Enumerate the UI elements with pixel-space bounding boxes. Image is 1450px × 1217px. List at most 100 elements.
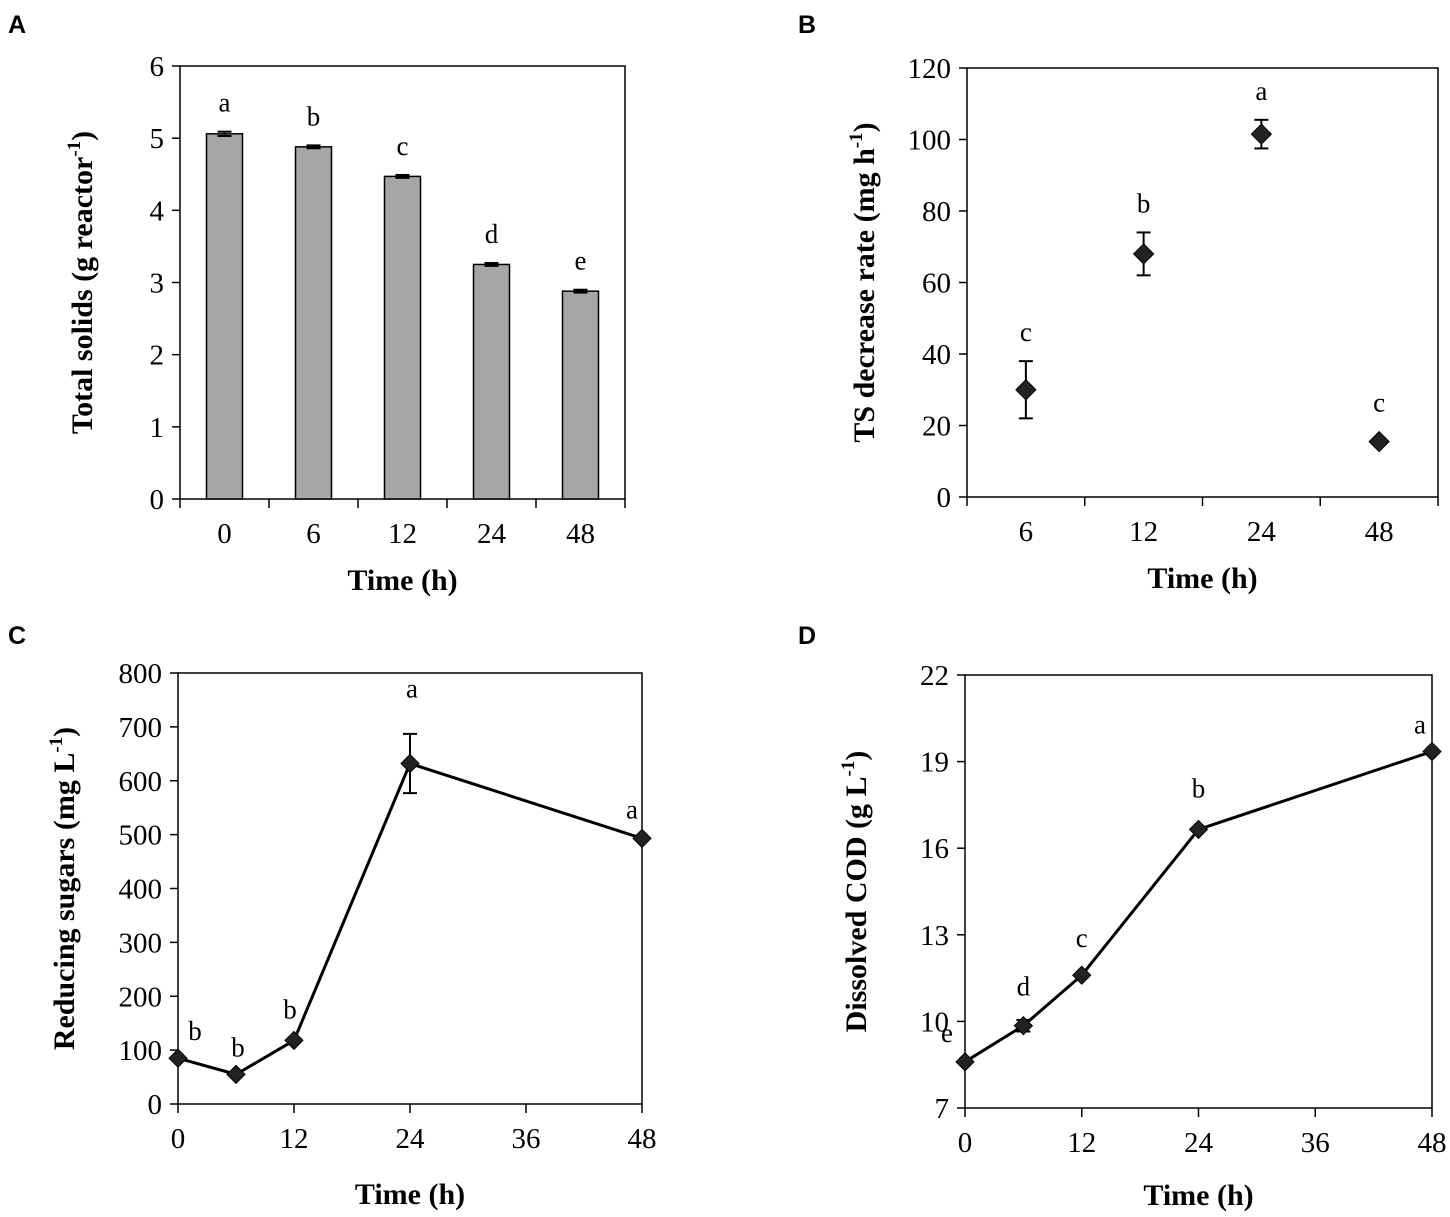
data-point <box>632 828 652 849</box>
x-axis-title: Time (h) <box>1147 562 1257 595</box>
x-tick-label: 24 <box>477 518 507 550</box>
y-axis-title-end: ) <box>66 131 99 141</box>
data-point <box>955 1052 975 1072</box>
x-tick-label: 24 <box>1184 1127 1214 1159</box>
y-tick-label: 800 <box>119 658 163 690</box>
x-tick-label: 36 <box>1301 1127 1330 1159</box>
significance-letter: b <box>188 1016 202 1046</box>
y-axis-title-superscript: -1 <box>64 141 85 157</box>
y-tick-label: 4 <box>150 195 165 227</box>
y-tick-label: 5 <box>150 123 165 155</box>
x-tick-label: 12 <box>1129 516 1158 548</box>
x-axis-title: Time (h) <box>347 564 457 597</box>
significance-letter: c <box>1020 317 1032 347</box>
data-point <box>226 1064 246 1085</box>
significance-letter: b <box>1137 188 1151 218</box>
y-tick-label: 6 <box>150 51 165 83</box>
data-point <box>1368 430 1390 453</box>
panel-letter-a: A <box>8 11 26 39</box>
panel-d: D 7 10 13 16 19 22 0 12 24 36 48 e d c b a Time (h) Dis… <box>798 622 1447 1212</box>
significance-letter: c <box>1076 923 1088 953</box>
y-tick-label: 0 <box>937 482 952 514</box>
y-tick-label: 13 <box>920 920 949 952</box>
x-tick-label: 24 <box>1247 516 1277 548</box>
significance-letter: b <box>1192 773 1206 803</box>
x-tick-label: 48 <box>1365 516 1394 548</box>
y-axis-title-main: Total solids (g reactor <box>66 157 99 435</box>
bar <box>561 290 600 500</box>
y-tick-label: 600 <box>119 766 163 798</box>
bar <box>383 175 422 500</box>
y-tick-label: 10 <box>920 1006 949 1038</box>
x-tick-label: 12 <box>388 518 417 550</box>
x-tick-label: 24 <box>396 1123 426 1155</box>
y-tick-label: 400 <box>119 874 163 906</box>
y-tick-label: 100 <box>908 125 952 157</box>
bar <box>472 263 511 500</box>
significance-letter: a <box>1255 76 1267 106</box>
y-axis-title-main: Dissolved COD (g L <box>840 776 873 1032</box>
x-axis-title: Time (h) <box>355 1178 465 1211</box>
panel-letter-c: C <box>8 622 26 650</box>
y-axis-title-main: Reducing sugars (mg L <box>48 753 81 1051</box>
significance-letter: d <box>1017 972 1031 1002</box>
significance-letter: a <box>219 88 231 118</box>
y-tick-label: 80 <box>922 196 951 228</box>
y-tick-label: 500 <box>119 820 163 852</box>
y-axis-title: TS decrease rate (mg h-1) <box>846 122 881 442</box>
y-axis-title-superscript: -1 <box>46 737 67 753</box>
significance-letter: b <box>283 994 297 1024</box>
y-tick-label: 120 <box>908 53 952 85</box>
y-tick-label: 3 <box>150 268 165 300</box>
x-tick-label: 12 <box>280 1123 309 1155</box>
y-tick-label: 100 <box>119 1035 163 1067</box>
y-tick-label: 0 <box>148 1089 163 1121</box>
y-axis-title: Reducing sugars (mg L-1) <box>46 727 81 1050</box>
y-tick-label: 19 <box>920 747 949 779</box>
significance-letter: a <box>406 674 418 704</box>
data-point <box>400 753 420 774</box>
x-tick-label: 48 <box>566 518 595 550</box>
series-line <box>177 761 643 1076</box>
x-tick-label: 12 <box>1067 1127 1096 1159</box>
significance-letter: e <box>575 246 587 276</box>
x-tick-label: 0 <box>217 518 232 550</box>
significance-letter: b <box>231 1032 245 1062</box>
data-point <box>1015 379 1037 401</box>
panel-b: B 0 20 40 60 80 100 120 c 6 b 12 a 24 c 48 Time (h) TS… <box>798 11 1439 595</box>
bar <box>205 133 244 500</box>
significance-letter: d <box>485 219 499 249</box>
x-axis-title: Time (h) <box>1143 1179 1253 1212</box>
significance-letter: a <box>626 794 638 824</box>
x-tick-label: 6 <box>306 518 321 550</box>
significance-letter: c <box>1373 388 1385 418</box>
y-axis-title-end: ) <box>840 751 873 761</box>
y-axis-title: Total solids (g reactor-1) <box>64 131 99 434</box>
data-point <box>1072 965 1092 985</box>
y-tick-label: 60 <box>922 268 951 300</box>
data-point <box>284 1030 304 1051</box>
y-axis-title-superscript: -1 <box>846 132 867 148</box>
bar <box>294 146 333 500</box>
x-tick-label: 0 <box>958 1127 973 1159</box>
data-point <box>1132 243 1155 265</box>
plot-frame <box>966 67 1439 498</box>
y-tick-label: 7 <box>935 1093 950 1125</box>
y-tick-label: 20 <box>922 411 951 443</box>
data-point <box>1250 123 1273 145</box>
panel-letter-b: B <box>798 11 816 39</box>
x-tick-label: 48 <box>628 1123 657 1155</box>
significance-letter: b <box>307 101 321 131</box>
y-tick-label: 0 <box>150 484 165 516</box>
y-tick-label: 700 <box>119 712 163 744</box>
y-axis-title-main: TS decrease rate (mg h <box>848 148 881 443</box>
y-axis-title: Dissolved COD (g L-1) <box>838 751 873 1033</box>
y-tick-label: 200 <box>119 981 163 1013</box>
x-tick-label: 48 <box>1418 1127 1447 1159</box>
x-tick-label: 36 <box>512 1123 541 1155</box>
y-tick-label: 1 <box>150 412 165 444</box>
x-tick-label: 6 <box>1019 516 1034 548</box>
data-point <box>168 1048 188 1068</box>
